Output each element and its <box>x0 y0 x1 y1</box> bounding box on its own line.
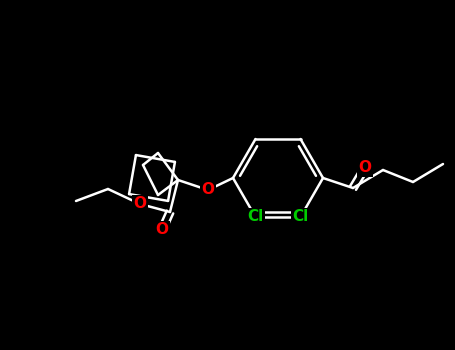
Text: O: O <box>359 161 371 175</box>
Text: O: O <box>156 223 168 238</box>
Text: O: O <box>202 182 214 197</box>
Text: Cl: Cl <box>248 209 263 224</box>
Text: O: O <box>133 196 147 211</box>
Text: Cl: Cl <box>293 209 308 224</box>
